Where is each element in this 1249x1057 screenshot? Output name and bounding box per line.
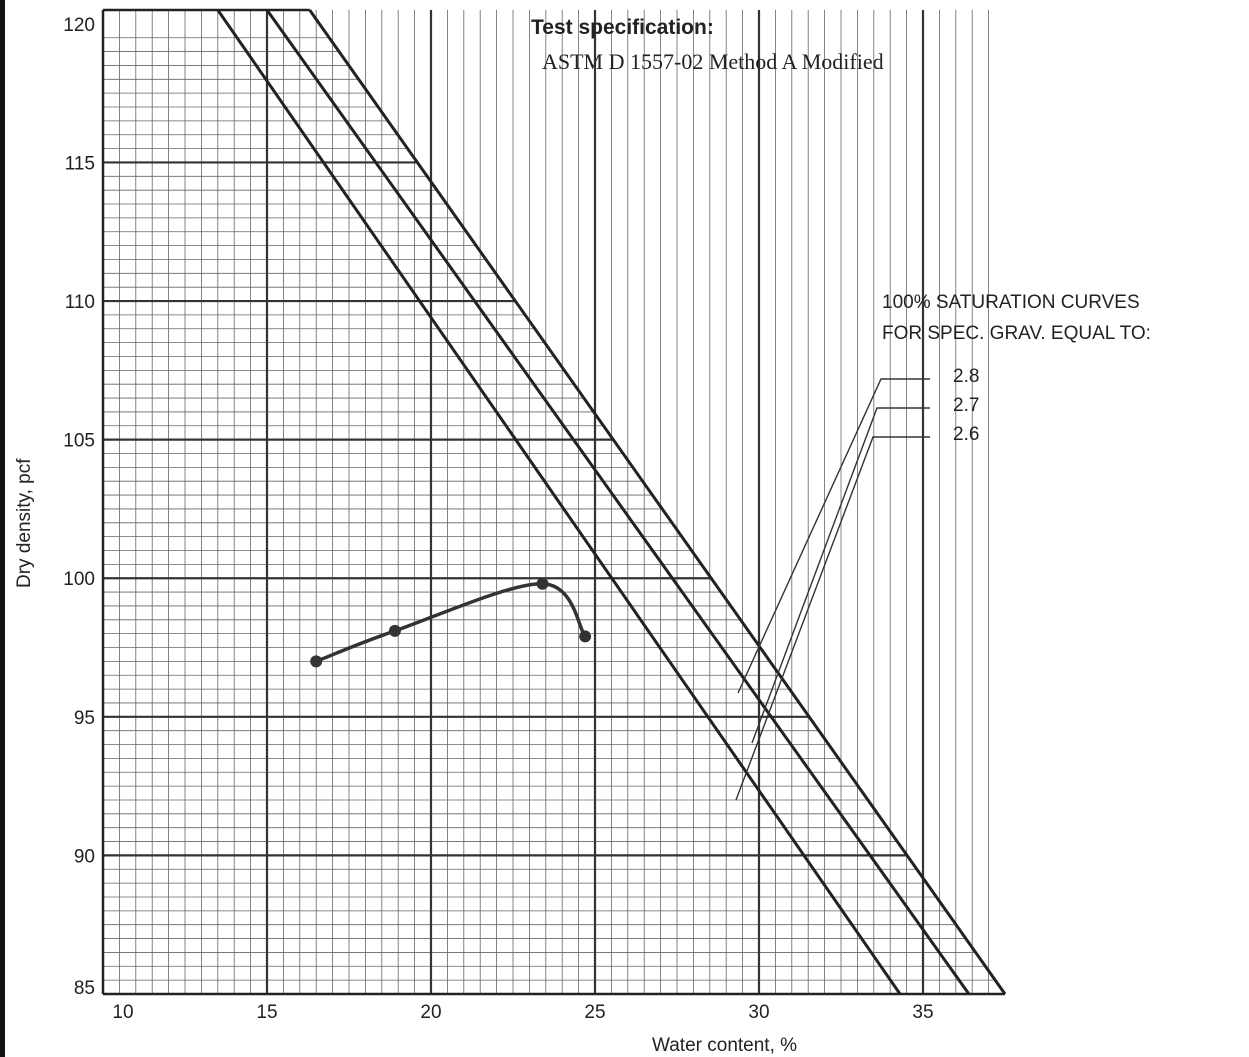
saturation-curve-2-6	[308, 9, 1007, 995]
plot-frame	[101, 8, 1005, 996]
legend-leader-line	[737, 378, 930, 694]
x-tick-label: 30	[748, 1002, 769, 1023]
spec-value: ASTM D 1557-02 Method A Modified	[542, 49, 884, 74]
legend-leader-line	[751, 407, 930, 744]
x-tick-label: 20	[420, 1002, 441, 1023]
saturation-curve-2-7	[265, 9, 971, 995]
y-tick-label: 115	[65, 153, 95, 174]
major-grid	[103, 10, 925, 994]
legend-leader-line	[735, 436, 930, 801]
y-tick-label: 90	[74, 846, 95, 867]
legend-title-line1: 100% SATURATION CURVES	[882, 292, 1140, 313]
minor-grid	[103, 10, 996, 994]
data-point	[579, 630, 592, 643]
x-tick-label: 15	[256, 1002, 277, 1023]
legend-value-2-8: 2.8	[953, 366, 979, 387]
left-border	[0, 0, 5, 1057]
x-tick-labels: 10 15 20 25 30 35	[112, 1002, 933, 1023]
y-axis-label: Dry density, pcf	[14, 458, 35, 588]
x-tick-label: 10	[112, 1002, 133, 1023]
legend-leaders	[735, 378, 930, 801]
x-axis-label: Water content, %	[652, 1035, 797, 1056]
data-point	[388, 624, 401, 637]
saturation-curve-2-8	[216, 9, 902, 995]
legend-value-2-7: 2.7	[953, 395, 979, 416]
compaction-series	[310, 577, 592, 668]
compaction-curve	[315, 582, 587, 664]
x-tick-label: 25	[584, 1002, 605, 1023]
y-tick-label: 85	[74, 978, 95, 999]
legend-title-line2: FOR SPEC. GRAV. EQUAL TO:	[882, 323, 1151, 344]
data-point	[310, 655, 323, 668]
x-tick-label: 35	[912, 1002, 933, 1023]
saturation-curves	[216, 9, 1007, 995]
y-tick-label: 105	[63, 431, 95, 452]
spec-title: Test specification:	[531, 16, 714, 39]
y-tick-label: 95	[74, 708, 95, 729]
y-tick-label: 110	[65, 292, 95, 313]
data-point	[536, 577, 549, 590]
y-tick-label: 100	[63, 569, 95, 590]
y-tick-label: 120	[63, 15, 95, 36]
y-tick-labels: 85 90 95 100 105 110 115 120	[63, 15, 95, 999]
legend-value-2-6: 2.6	[953, 424, 979, 445]
